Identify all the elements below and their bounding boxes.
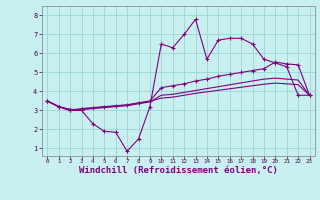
X-axis label: Windchill (Refroidissement éolien,°C): Windchill (Refroidissement éolien,°C) (79, 166, 278, 175)
